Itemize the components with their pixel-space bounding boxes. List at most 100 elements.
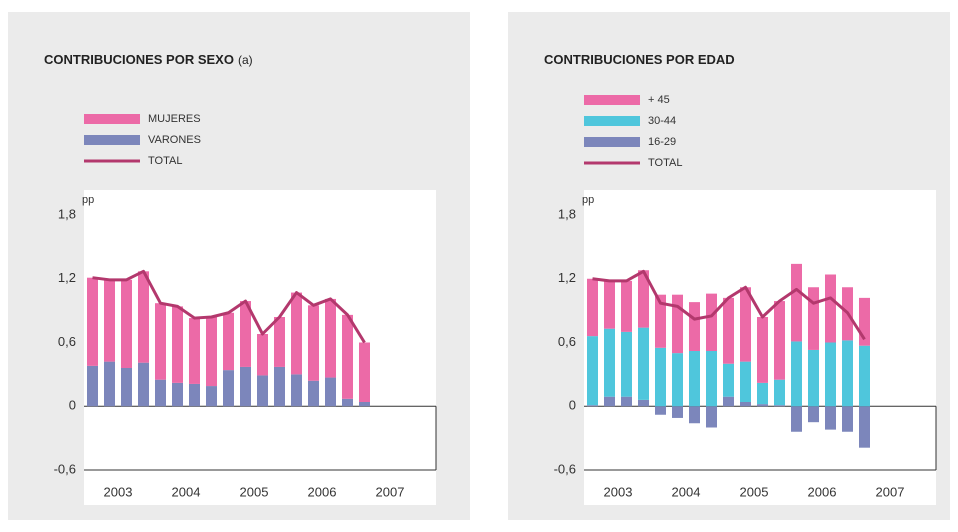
title-text: CONTRIBUCIONES POR EDAD xyxy=(544,52,735,67)
bar xyxy=(87,277,98,366)
legend-label: 30-44 xyxy=(648,115,676,127)
bar xyxy=(757,404,768,407)
bar xyxy=(723,363,734,397)
bar xyxy=(808,406,819,423)
y-tick-label: 0,6 xyxy=(558,334,576,349)
bar xyxy=(672,353,683,407)
bar xyxy=(859,345,870,407)
bar xyxy=(859,297,870,346)
bar xyxy=(655,294,666,348)
y-tick-label: 0,6 xyxy=(58,334,76,349)
y-tick-label: 0 xyxy=(69,398,76,413)
y-unit: pp xyxy=(582,194,594,206)
bar xyxy=(604,396,615,407)
legend-swatch xyxy=(84,135,140,145)
bar xyxy=(706,406,717,428)
bar xyxy=(155,303,166,380)
bar xyxy=(638,270,649,328)
bar xyxy=(308,305,319,381)
bar xyxy=(723,396,734,407)
y-unit: pp xyxy=(82,194,94,206)
bar xyxy=(121,279,132,368)
x-tick-label: 2003 xyxy=(604,484,633,499)
bar xyxy=(172,306,183,383)
y-tick-label: -0,6 xyxy=(54,461,76,476)
bar xyxy=(604,279,615,329)
bar xyxy=(791,406,802,432)
bar xyxy=(308,380,319,407)
y-tick-label: 1,8 xyxy=(558,206,576,221)
x-tick-label: 2007 xyxy=(876,484,905,499)
bar xyxy=(325,298,336,378)
legend-label: MUJERES xyxy=(148,113,201,125)
bar xyxy=(689,302,700,351)
bar xyxy=(757,382,768,405)
bar xyxy=(638,399,649,407)
legend-swatch xyxy=(584,137,640,147)
bar xyxy=(621,280,632,332)
y-tick-label: 0 xyxy=(569,398,576,413)
bar xyxy=(825,406,836,430)
bar xyxy=(723,297,734,364)
legend-swatch xyxy=(584,95,640,105)
title-note: (a) xyxy=(238,53,253,67)
bar xyxy=(325,377,336,407)
total-line xyxy=(92,269,366,344)
bar xyxy=(638,327,649,400)
bar xyxy=(621,396,632,407)
bar xyxy=(791,341,802,407)
x-tick-label: 2006 xyxy=(808,484,837,499)
bar xyxy=(740,361,751,402)
bar xyxy=(791,263,802,342)
title-text: CONTRIBUCIONES POR SEXO xyxy=(44,52,234,67)
bar xyxy=(740,287,751,362)
bar xyxy=(587,336,598,406)
bar xyxy=(672,294,683,354)
bar xyxy=(172,382,183,407)
x-tick-label: 2004 xyxy=(672,484,701,499)
bar xyxy=(155,379,166,407)
bar xyxy=(655,406,666,415)
x-tick-label: 2005 xyxy=(740,484,769,499)
bar xyxy=(757,317,768,383)
bar xyxy=(223,370,234,407)
bar xyxy=(138,362,149,407)
bar xyxy=(342,398,353,407)
bar xyxy=(274,366,285,407)
bar xyxy=(655,347,666,407)
bar xyxy=(206,386,217,407)
bar xyxy=(842,406,853,432)
bar xyxy=(842,340,853,407)
y-tick-label: 1,2 xyxy=(558,270,576,285)
bar xyxy=(223,312,234,371)
bar xyxy=(689,351,700,407)
y-tick-label: -0,6 xyxy=(554,461,576,476)
bar xyxy=(621,331,632,397)
bar xyxy=(138,271,149,363)
bar xyxy=(291,292,302,375)
legend-swatch xyxy=(584,116,640,126)
bar xyxy=(291,374,302,407)
bar xyxy=(774,405,785,407)
bar xyxy=(825,342,836,407)
x-tick-label: 2006 xyxy=(308,484,337,499)
legend-label: VARONES xyxy=(148,134,201,146)
bar xyxy=(359,342,370,402)
bar xyxy=(257,334,268,376)
bar xyxy=(240,301,251,367)
bar xyxy=(587,405,598,407)
x-tick-label: 2005 xyxy=(240,484,269,499)
legend-label: TOTAL xyxy=(648,157,682,169)
bar xyxy=(206,317,217,387)
bar xyxy=(104,279,115,362)
bar xyxy=(604,328,615,397)
bar xyxy=(774,301,785,380)
bar xyxy=(808,287,819,350)
bar xyxy=(189,383,200,407)
bar xyxy=(808,349,819,407)
legend-label: 16-29 xyxy=(648,136,676,148)
bar xyxy=(189,318,200,384)
chart-title: CONTRIBUCIONES POR SEXO (a) xyxy=(44,52,253,67)
legend-swatch xyxy=(84,114,140,124)
